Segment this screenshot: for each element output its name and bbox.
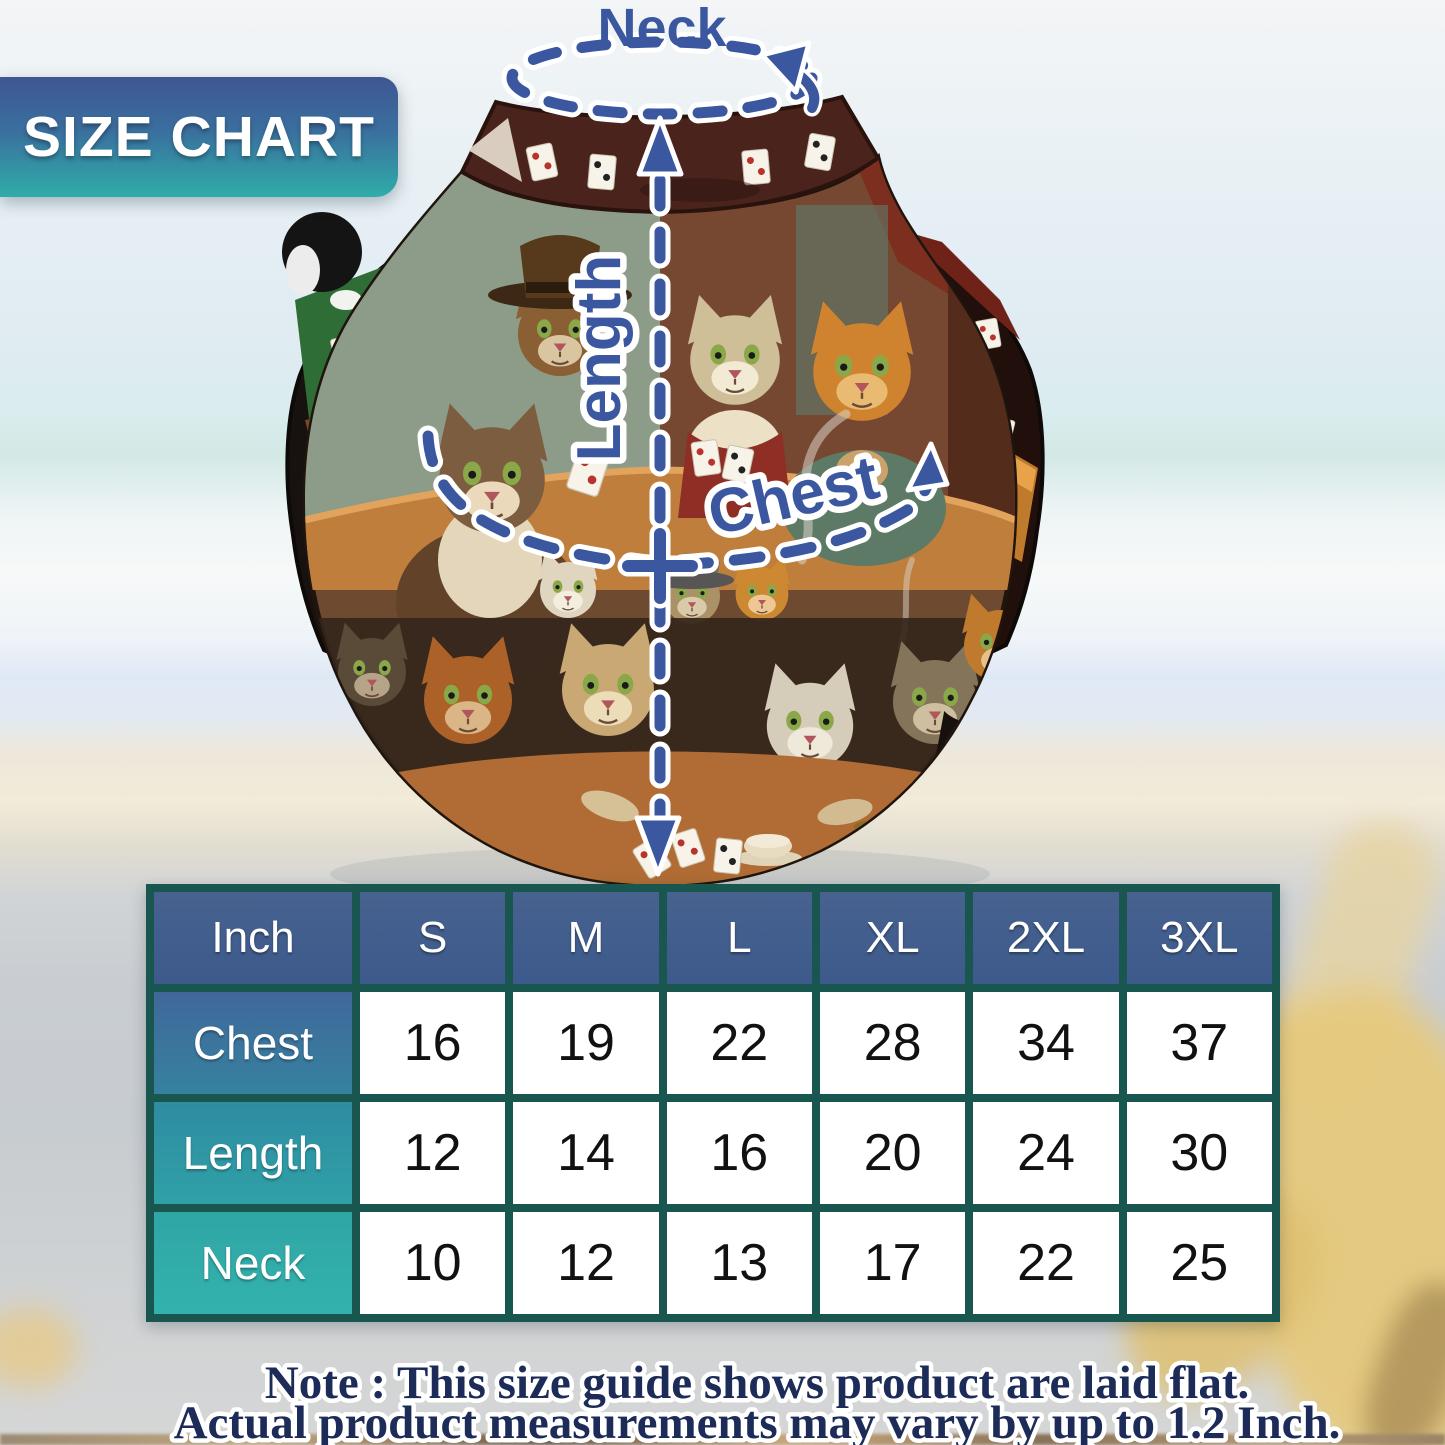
chest-value-xl: 28 [819,992,966,1094]
sand-smudge [0,1308,78,1388]
size-chart-badge: SIZE CHART [0,77,398,197]
length-value-2xl: 24 [973,1102,1119,1204]
row-label-chest: Chest [154,992,352,1094]
length-value-l: 16 [666,1102,812,1204]
neck-value-m: 12 [513,1212,659,1314]
note-line-1: Note : This size guide shows product are… [265,1357,1249,1409]
chest-value-m: 19 [513,992,659,1094]
neck-value-xl: 17 [819,1212,966,1314]
size-table: Inch S M L XL 2XL 3XL Chest 16 19 22 28 … [146,884,1280,1322]
length-value-m: 14 [513,1102,659,1204]
chest-arrow-head [905,441,950,493]
neck-arrow-head [759,40,812,95]
length-arrow-down [634,815,682,877]
length-label: Length [565,255,634,462]
size-col-header: M [513,892,659,984]
neck-label: Neck [597,0,727,58]
size-col-header: 3XL [1126,892,1272,984]
chest-value-2xl: 34 [973,992,1119,1094]
length-measure-line [634,115,684,877]
chest-value-s: 16 [360,992,506,1094]
crosshair-marker [617,523,703,609]
size-col-header: S [360,892,506,984]
shore-strip [0,1434,1445,1445]
chest-value-l: 22 [666,992,812,1094]
page-title: SIZE CHART [23,105,375,169]
note-line-2: Actual product measurements may vary by … [174,1397,1341,1445]
row-label-neck: Neck [154,1212,352,1314]
length-value-3xl: 30 [1126,1102,1272,1204]
note: Note : This size guide shows product are… [169,1353,1345,1445]
size-col-header: XL [819,892,966,984]
size-col-header: 2XL [973,892,1119,984]
neck-value-s: 10 [360,1212,506,1314]
chest-measure-line [417,425,950,577]
length-value-s: 12 [360,1102,506,1204]
length-value-xl: 20 [819,1102,966,1204]
neck-value-l: 13 [666,1212,812,1314]
row-label-length: Length [154,1102,352,1204]
unit-header-cell: Inch [154,892,352,984]
neck-value-3xl: 25 [1126,1212,1272,1314]
neck-value-2xl: 22 [973,1212,1119,1314]
chest-value-3xl: 37 [1126,992,1272,1094]
size-col-header: L [666,892,812,984]
length-arrow-up [636,115,684,177]
neck-measure-line [501,31,823,125]
